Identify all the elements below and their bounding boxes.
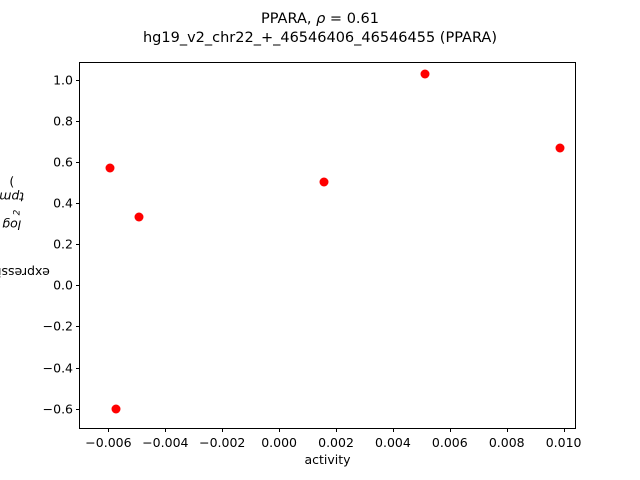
data-point xyxy=(105,163,115,173)
y-axis-label-base: 2 xyxy=(12,209,23,216)
y-axis-tick-label: −0.6 xyxy=(42,401,73,417)
x-axis-tick-label: −0.006 xyxy=(85,435,132,450)
y-axis-tick-label: 1.0 xyxy=(53,72,73,88)
y-axis-tick xyxy=(76,408,80,410)
y-axis-tick-label: 0.0 xyxy=(53,277,73,293)
y-axis-tick-label: −0.4 xyxy=(42,360,73,375)
y-axis-tick xyxy=(76,121,80,123)
x-axis-tick-label: 0.000 xyxy=(261,435,298,450)
x-axis-tick xyxy=(449,428,451,432)
x-axis-tick xyxy=(336,428,338,432)
y-axis-tick xyxy=(76,285,80,287)
y-axis-tick-label: 0.6 xyxy=(53,154,73,170)
data-point xyxy=(111,404,121,414)
x-axis-tick-label: 0.008 xyxy=(488,435,525,450)
x-axis-tick-label: 0.002 xyxy=(318,435,354,450)
x-axis-tick xyxy=(165,428,167,432)
x-axis-tick xyxy=(222,428,224,432)
x-axis-tick xyxy=(506,428,508,432)
rho-symbol: ρ xyxy=(316,11,326,27)
title-line-1: PPARA, ρ = 0.61 xyxy=(0,10,640,29)
figure-title: PPARA, ρ = 0.61 hg19_v2_chr22_+_46546406… xyxy=(0,10,640,48)
x-axis-tick-label: 0.004 xyxy=(375,435,411,450)
data-point xyxy=(420,69,430,79)
data-point xyxy=(555,143,565,153)
title-gene-name: PPARA, xyxy=(261,11,317,27)
x-axis-label: activity xyxy=(304,452,351,467)
rho-value: = 0.61 xyxy=(325,11,379,27)
x-axis-tick-label: −0.004 xyxy=(142,435,189,450)
y-axis-tick xyxy=(76,326,80,328)
x-axis-tick xyxy=(279,428,281,432)
x-axis-tick xyxy=(563,428,565,432)
y-axis-label-log: log xyxy=(1,217,21,233)
y-axis-label-tpm: tpm xyxy=(0,189,24,205)
y-axis-tick-label: 0.4 xyxy=(53,195,73,211)
y-axis-tick xyxy=(76,203,80,205)
y-axis-tick xyxy=(76,80,80,82)
data-point xyxy=(134,212,144,222)
plot-axes-frame: −0.006 −0.004 −0.002 0.000 0.002 0.004 0.006 0.… xyxy=(43,62,582,450)
title-line-2: hg19_v2_chr22_+_46546406_46546455 (PPARA… xyxy=(142,30,498,46)
y-axis-label-suffix: ) xyxy=(8,174,14,190)
y-axis-tick-label: 0.8 xyxy=(53,113,73,129)
y-axis-tick xyxy=(76,244,80,246)
x-axis-tick-label: −0.002 xyxy=(199,435,246,450)
plot-data-area xyxy=(80,63,575,428)
y-axis-label: expression ( log2 tpm) xyxy=(0,62,49,429)
y-axis-tick xyxy=(76,367,80,369)
data-point xyxy=(319,177,329,187)
x-axis-tick xyxy=(392,428,394,432)
y-axis-tick-label: −0.2 xyxy=(42,318,73,334)
y-axis-label-prefix: expression ( xyxy=(0,265,50,281)
y-axis-tick xyxy=(76,162,80,164)
x-axis-tick-label: 0.010 xyxy=(545,435,582,450)
y-axis-tick-label: 0.2 xyxy=(53,236,73,252)
x-axis-tick-label: 0.006 xyxy=(431,435,468,450)
x-axis-tick xyxy=(108,428,110,432)
